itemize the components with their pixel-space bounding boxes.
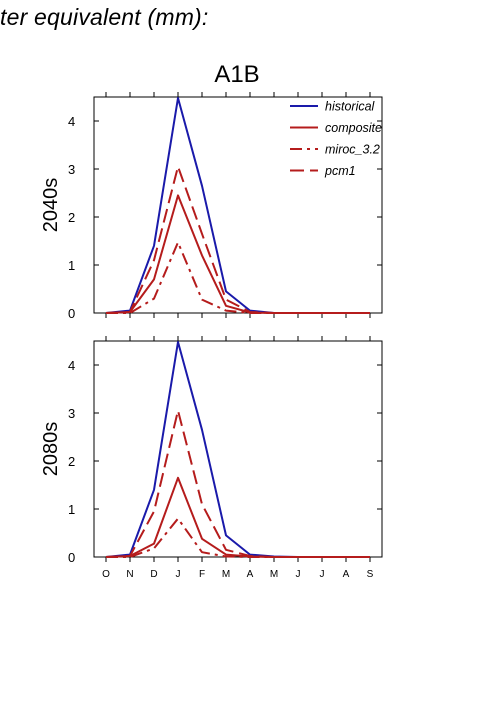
panel-2080s-ytick-label: 3 [68, 406, 75, 421]
panel-2080s-period-label: 2080s [40, 422, 62, 477]
panel-2080s-month-label: D [150, 569, 157, 580]
panel-2080s: 0 1 2 3 4 O N D J F M A M J J A S 2080s [40, 336, 383, 580]
panel-2080s-month-label: S [367, 569, 374, 580]
panel-2040s-series-composite-line [105, 194, 370, 314]
panel-2080s-month-label: M [270, 569, 278, 580]
panel-2080s-month-label: F [199, 569, 205, 580]
panel-2080s-month-label: A [343, 569, 350, 580]
panel-2040s-ytick-label: 3 [68, 162, 75, 177]
panel-2040s-ytick-label: 2 [68, 210, 75, 225]
legend-label-composite: composite [325, 121, 382, 135]
panel-2040s-ytick-label: 1 [68, 258, 75, 273]
panel-2040s: 0 1 2 3 4 2040s historical composite miroc_3.2pc… [40, 92, 383, 321]
panel-2040s-frame [93, 96, 383, 314]
scenario-title: A1B [214, 61, 259, 88]
panel-2080s-month-label: O [102, 569, 110, 580]
panel-2080s-month-label: M [222, 569, 230, 580]
panel-2080s-series-pcm1-line [105, 409, 370, 558]
panel-2080s-series-miroc-3-2-line [106, 517, 370, 558]
panel-2080s-month-label: J [320, 569, 325, 580]
panel-2080s-series-historical-line [105, 341, 370, 558]
panel-2040s-series-pcm1-line [105, 165, 370, 314]
panel-2080s-ytick-label: 2 [68, 454, 75, 469]
panel-2080s-month-label: J [296, 569, 301, 580]
panel-2080s-ytick-label: 0 [68, 550, 75, 565]
panel-2040s-period-label: 2040s [40, 178, 62, 233]
figure-heading: ter equivalent (mm): [0, 4, 209, 30]
panel-2040s-ytick-label: 4 [68, 114, 75, 129]
legend-label-historical: historical [325, 100, 376, 114]
panel-2080s-ytick-label: 1 [68, 502, 75, 517]
panel-2080s-month-label: A [247, 569, 254, 580]
panel-2080s-frame [93, 340, 383, 558]
panel-2080s-month-label: J [176, 569, 181, 580]
panel-2040s-ytick-label: 0 [68, 306, 75, 321]
panel-2080s-ytick-label: 4 [68, 358, 75, 373]
panel-2080s-month-label: N [126, 569, 133, 580]
legend-label-miroc-3-2: miroc_3.2 [325, 143, 380, 157]
legend-label-pcm1: pcm1 [324, 164, 356, 178]
